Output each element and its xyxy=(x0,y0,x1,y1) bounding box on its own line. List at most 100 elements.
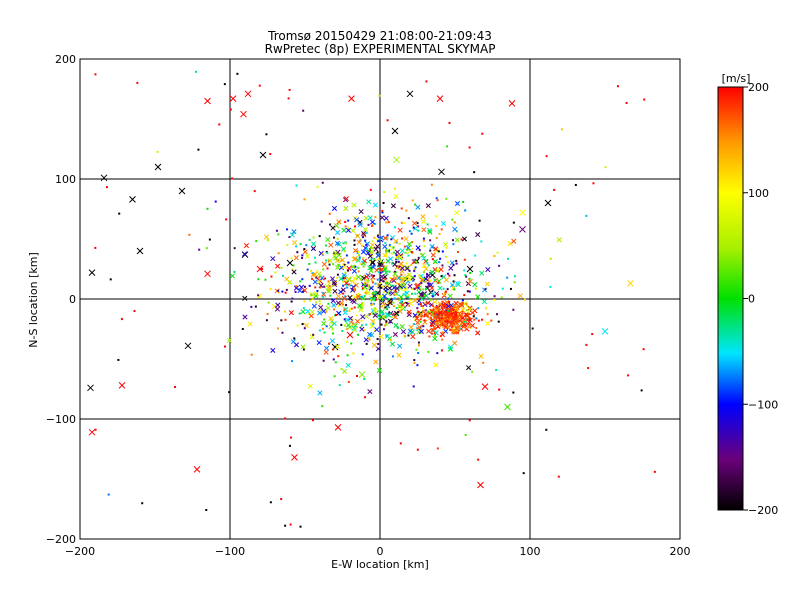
data-point xyxy=(544,199,552,207)
sparse-dot xyxy=(431,258,434,261)
cloud-point xyxy=(454,237,460,243)
cloud-point xyxy=(375,290,381,296)
cloud-dot xyxy=(323,318,326,321)
cloud-dot xyxy=(382,280,385,283)
cloud-dot xyxy=(495,368,498,371)
cloud-point xyxy=(370,296,376,302)
cloud-point xyxy=(341,295,347,302)
cloud-dot xyxy=(463,326,466,329)
cloud-point xyxy=(475,330,481,336)
cloud-point xyxy=(325,237,331,243)
cloud-dot xyxy=(390,238,393,241)
cloud-dot xyxy=(323,331,326,334)
cloud-dot xyxy=(549,285,552,288)
cloud-dot xyxy=(351,288,354,291)
cloud-dot xyxy=(466,305,469,308)
cloud-dot xyxy=(395,254,398,257)
cloud-point xyxy=(350,264,356,270)
cloud-dot xyxy=(206,207,209,210)
cloud-dot xyxy=(437,281,440,284)
cloud-point xyxy=(447,344,454,350)
cloud-dot xyxy=(282,274,285,277)
cloud-dot xyxy=(393,297,396,300)
cloud-dot xyxy=(422,288,425,291)
cloud-dot xyxy=(319,285,322,288)
cloud-dot xyxy=(291,297,294,300)
cloud-point xyxy=(397,227,403,233)
cloud-dot xyxy=(438,309,441,312)
cloud-point xyxy=(396,303,402,309)
cloud-dot xyxy=(353,243,356,246)
cloud-dot xyxy=(447,297,450,300)
data-point xyxy=(477,481,484,489)
cloud-dot xyxy=(391,262,394,265)
cloud-dot xyxy=(490,319,493,322)
sparse-dot xyxy=(440,349,443,352)
cloud-dot xyxy=(415,348,418,351)
cloud-dot xyxy=(437,306,440,309)
cloud-dot xyxy=(446,272,449,275)
cloud-dot xyxy=(417,310,420,313)
cloud-point xyxy=(475,294,481,300)
cloud-dot xyxy=(485,307,488,310)
cloud-dot xyxy=(364,279,367,282)
cloud-dot xyxy=(445,310,448,313)
data-point xyxy=(184,342,192,350)
cloud-dot xyxy=(474,254,477,257)
cloud-dot xyxy=(350,342,353,345)
cloud-dot xyxy=(301,256,304,259)
cloud-dot xyxy=(380,260,383,263)
cloud-point xyxy=(472,282,478,288)
cloud-dot xyxy=(345,254,348,257)
cloud-dot xyxy=(361,301,364,304)
cloud-point xyxy=(331,280,337,286)
cloud-point xyxy=(274,306,280,312)
cloud-point xyxy=(333,250,339,256)
cloud-dot xyxy=(383,324,386,327)
cloud-dot xyxy=(394,290,397,293)
cloud-dot xyxy=(369,260,372,263)
cloud-point xyxy=(367,253,373,259)
cloud-dot xyxy=(374,216,377,219)
sparse-dot xyxy=(284,524,287,527)
cloud-dot xyxy=(290,300,293,303)
cloud-point xyxy=(369,219,376,225)
cloud-dot xyxy=(284,318,287,321)
cloud-dot xyxy=(441,300,444,303)
cloud-dot xyxy=(371,281,374,284)
cloud-dot xyxy=(299,243,302,246)
cloud-dot xyxy=(363,378,366,381)
cloud-dot xyxy=(416,311,419,314)
cloud-point xyxy=(331,205,338,211)
cloud-dot xyxy=(311,272,314,275)
cloud-dot xyxy=(381,209,384,212)
cloud-point xyxy=(433,246,439,252)
cloud-point xyxy=(466,365,472,371)
cloud-point xyxy=(362,227,368,233)
sparse-dot xyxy=(545,428,548,431)
cloud-dot xyxy=(430,313,433,316)
cloud-dot xyxy=(417,344,420,347)
cloud-dot xyxy=(327,302,330,305)
cloud-dot xyxy=(344,271,347,274)
cloud-dot xyxy=(435,309,438,312)
cloud-dot xyxy=(407,334,410,337)
cloud-dot xyxy=(308,284,311,287)
data-point xyxy=(358,371,366,378)
cloud-dot xyxy=(367,284,370,287)
cloud-dot xyxy=(393,187,396,190)
cloud-dot xyxy=(441,321,444,324)
cloud-dot xyxy=(284,310,287,313)
cloud-dot xyxy=(404,251,407,254)
cloud-dot xyxy=(372,302,375,305)
cloud-dot xyxy=(388,245,391,248)
cloud-dot xyxy=(264,278,267,281)
cloud-dot xyxy=(382,285,385,288)
chart-title: Tromsø 20150429 21:08:00-21:09:43 xyxy=(267,29,492,43)
data-points xyxy=(87,70,656,528)
cloud-dot xyxy=(512,308,515,311)
cloud-dot xyxy=(250,305,253,308)
cloud-dot xyxy=(403,221,406,224)
cloud-dot xyxy=(382,290,385,293)
sparse-dot xyxy=(472,315,475,318)
